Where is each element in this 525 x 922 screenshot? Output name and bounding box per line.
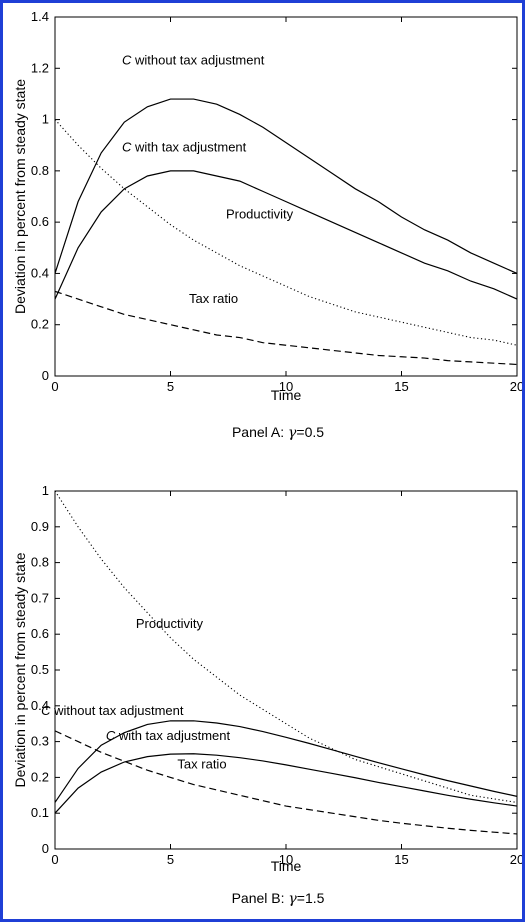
panel-a-x-axis-label: Time	[271, 387, 302, 403]
panel-a-annotation-text: Productivity	[226, 206, 294, 221]
panel-b-y-tick-label: 0.8	[31, 555, 49, 570]
panel-a-annotation-text: with tax adjustment	[131, 140, 246, 155]
panel-a-y-tick-label: 0.4	[31, 265, 49, 280]
panel-a-x-tick-label: 10	[279, 379, 293, 394]
panel-b-series-c-with	[54, 753, 518, 814]
panel-a-panel-label: Panel A: γ=0.5	[232, 424, 324, 441]
panel-b-x-tick-label: 10	[279, 852, 293, 867]
panel-b-annotation-tax-ratio: Tax ratio	[177, 756, 226, 771]
panel-a-annotation-c-with: C with tax adjustment	[122, 140, 247, 155]
panel-b-series-c-without	[54, 720, 518, 803]
panel-b-x-tick-label: 5	[167, 852, 174, 867]
panel-b-chart: 0 5 10 15 20 0 0.1 0.2 0.3 0.4 0.5 0.6 0.7 0.8 0.9 1 Tim…	[12, 483, 522, 907]
panel-b-y-tick-label: 0.2	[31, 769, 49, 784]
panel-a-annotation-italic: C	[122, 52, 132, 67]
panel-a-panel-label-prefix: Panel A:	[232, 424, 288, 440]
panel-a-y-tick-label: 0.6	[31, 214, 49, 229]
panel-a-y-tick-label: 1.4	[31, 9, 49, 24]
panel-a-panel-label-symbol: γ	[288, 425, 297, 441]
panel-b-annotation-c-with: C with tax adjustment	[106, 728, 231, 743]
panel-b-y-tick-label: 0	[42, 841, 49, 856]
panel-b-y-tick-label: 0.6	[31, 626, 49, 641]
panel-a-annotation-italic: C	[122, 140, 132, 155]
panel-b-x-tick-label: 0	[51, 852, 58, 867]
panel-b-annotation-text: Productivity	[136, 616, 204, 631]
panel-b-y-tick-label: 0.3	[31, 734, 49, 749]
panel-b-y-tick-label: 0.4	[31, 698, 49, 713]
panel-a-y-tick-label: 1	[42, 112, 49, 127]
panel-a-x-tick-label: 15	[394, 379, 408, 394]
panel-b-y-tick-label: 0.9	[31, 519, 49, 534]
panel-a-annotation-tax-ratio: Tax ratio	[189, 291, 238, 306]
panel-b-annotation-productivity: Productivity	[136, 616, 204, 631]
panel-b-panel-label-symbol: γ	[288, 891, 297, 907]
panel-a-y-tick-label: 0	[42, 368, 49, 383]
panel-b-annotation-text: without tax adjustment	[51, 703, 184, 718]
panel-a-y-tick-label: 0.8	[31, 163, 49, 178]
panel-b-y-tick-label: 0.7	[31, 590, 49, 605]
panel-b-panel-label-prefix: Panel B:	[232, 890, 289, 906]
panel-b-x-axis-label: Time	[271, 858, 302, 874]
panel-a-series-c-without	[54, 98, 518, 274]
panel-a-series-productivity	[54, 119, 518, 346]
panel-a-annotation-text: Tax ratio	[189, 291, 238, 306]
panel-b-x-tick-label: 20	[510, 852, 522, 867]
panel-b-annotation-italic: C	[41, 703, 51, 718]
panel-a-series-tax-ratio	[54, 290, 518, 366]
panel-a-chart: 0 5 10 15 20 0 0.2 0.4 0.6 0.8 1 1.2 1.4 Time Deviatio…	[12, 9, 522, 441]
panel-a-plot-frame	[54, 16, 518, 377]
panel-a-y-tick-label: 1.2	[31, 60, 49, 75]
panel-a-annotation-c-without: C without tax adjustment	[122, 52, 265, 67]
panel-b-x-tick-label: 15	[394, 852, 408, 867]
panel-a-x-tick-label: 20	[510, 379, 522, 394]
panel-a-y-tick-label: 0.2	[31, 317, 49, 332]
panel-a-panel-label-value: =0.5	[296, 424, 324, 440]
panel-b-y-tick-label: 1	[42, 483, 49, 498]
panel-b-panel-label: Panel B: γ=1.5	[232, 890, 325, 907]
panel-a-y-axis-label: Deviation in percent from steady state	[12, 79, 28, 314]
panel-b-y-tick-label: 0.1	[31, 805, 49, 820]
panel-b-panel-label-value: =1.5	[297, 890, 325, 906]
panel-a-x-tick-label: 0	[51, 379, 58, 394]
panel-b-series-productivity	[54, 490, 518, 804]
panel-a-annotation-text: without tax adjustment	[131, 52, 264, 67]
panel-b-y-axis-label: Deviation in percent from steady state	[12, 552, 28, 787]
panel-a-series-c-with	[54, 170, 518, 300]
panel-b-annotation-text: Tax ratio	[177, 756, 226, 771]
panel-b-annotation-text: with tax adjustment	[115, 728, 230, 743]
panel-b-series-tax-ratio	[54, 730, 518, 835]
panel-a-annotation-productivity: Productivity	[226, 206, 294, 221]
panel-b-annotation-c-without: C without tax adjustment	[41, 703, 184, 718]
panel-b-y-tick-label: 0.5	[31, 662, 49, 677]
panel-b-annotation-italic: C	[106, 728, 116, 743]
panel-a-x-tick-label: 5	[167, 379, 174, 394]
